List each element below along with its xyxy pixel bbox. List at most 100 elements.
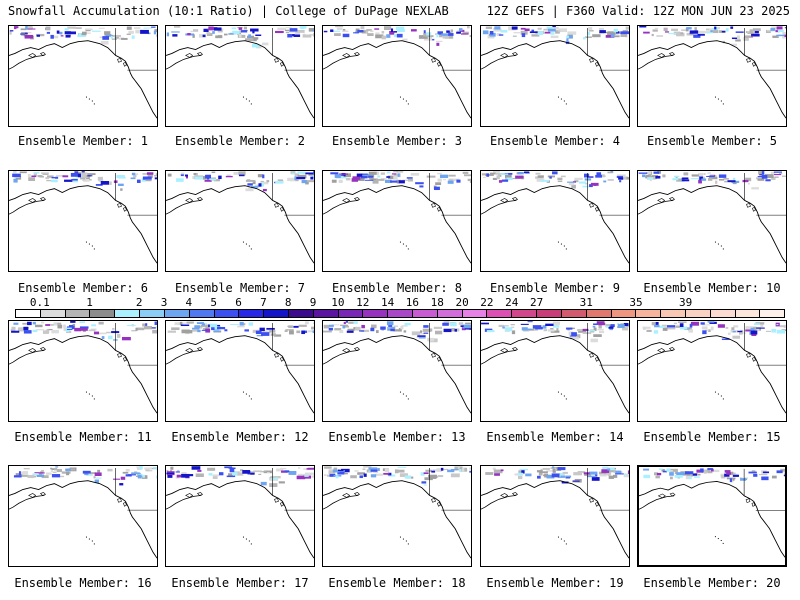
snowfall-shading [207,467,216,471]
snowfall-shading [740,330,744,335]
colorbar-swatch [636,310,662,317]
snowfall-shading [154,175,157,177]
snowfall-shading [342,30,349,32]
island [563,395,565,397]
snowfall-shading [360,329,370,332]
snowfall-shading [598,471,607,475]
coastline [9,55,45,70]
snowfall-shading [119,483,124,486]
ensemble-member-label: Ensemble Member: 19 [486,576,624,590]
snowfall-shading [287,33,293,38]
snowfall-shading [333,467,338,471]
snowfall-shading [547,175,555,178]
snowfall-shading [368,175,374,178]
snowfall-shading [213,179,220,182]
colorbar-tick-label: 20 [455,296,469,309]
snowfall-shading [53,322,58,326]
snowfall-shading [688,329,693,333]
snowfall-shading [107,468,113,472]
snowfall-shading [126,26,132,30]
snowfall-shading [51,35,59,39]
snowfall-shading [500,469,504,472]
snowfall-shading [524,28,530,31]
snowfall-shading [226,174,231,177]
snowfall-shading [436,468,443,472]
snowfall-shading [195,473,204,477]
snowfall-shading [434,186,440,191]
snowfall-shading [777,29,784,33]
snowfall-shading [599,474,607,477]
snowfall-shading [566,35,570,38]
snowfall-shading [237,325,245,328]
snowfall-shading [252,43,260,48]
snowfall-shading [116,334,121,338]
snowfall-shading [311,326,314,330]
ensemble-member-label: Ensemble Member: 15 [643,430,781,444]
snowfall-shading [40,469,45,473]
snowfall-shading [651,322,658,326]
snowfall-shading [423,325,429,328]
snowfall-shading [27,475,35,479]
snowfall-shading [258,183,262,187]
snowfall-shading [125,469,130,472]
snowfall-shading [122,471,129,474]
snowfall-shading [289,28,298,32]
snowfall-shading [207,28,214,30]
snowfall-shading [74,171,79,173]
snowfall-shading [375,473,383,476]
map-panel-member-18 [322,465,472,567]
map-panel-member-3 [322,25,472,127]
snowfall-shading [574,177,583,181]
snowfall-shading [546,470,555,472]
snowfall-shading [136,179,141,183]
snowfall-shading [57,475,65,478]
snowfall-shading [198,34,207,38]
snowfall-shading [410,172,420,176]
colorbar-swatch [189,310,215,317]
snowfall-shading [552,26,556,28]
coastline [323,55,359,70]
snowfall-shading [493,469,503,474]
snowfall-shading [312,330,314,334]
snowfall-shading [256,335,263,337]
snowfall-shading [36,474,45,477]
snowfall-shading [568,331,573,336]
snowfall-shading [224,33,228,36]
snowfall-shading [607,469,616,473]
snowfall-shading [287,177,296,182]
snowfall-shading [396,180,400,184]
snowfall-shading [700,176,703,180]
snowfall-shading [147,32,151,35]
snowfall-shading [690,321,699,326]
snowfall-shading [255,330,262,335]
snowfall-shading [693,476,700,478]
snowfall-shading [707,321,715,323]
colorbar-swatch [40,310,66,317]
snowfall-shading [724,180,728,183]
snowfall-shading [131,35,135,39]
snowfall-shading [205,324,210,328]
snowfall-shading [662,470,667,473]
snowfall-shading [691,174,699,177]
snowfall-shading [705,28,710,31]
snowfall-shading [363,473,367,477]
snowfall-shading [356,173,363,177]
snowfall-shading [239,174,245,177]
snowfall-shading [350,475,357,479]
snowfall-shading [551,324,559,326]
border-line [115,172,157,216]
snowfall-shading [589,184,593,188]
snowfall-shading [64,179,73,182]
snowfall-shading [51,176,56,179]
snowfall-shading [285,31,290,34]
island [557,241,559,243]
snowfall-shading [46,180,54,182]
island [250,103,252,105]
snowfall-shading [36,33,45,37]
snowfall-shading [680,32,684,35]
snowfall-shading [239,30,242,33]
snowfall-shading [689,32,694,36]
colorbar-tick-label: 7 [260,296,267,309]
island [560,538,562,540]
snowfall-shading [83,180,90,182]
